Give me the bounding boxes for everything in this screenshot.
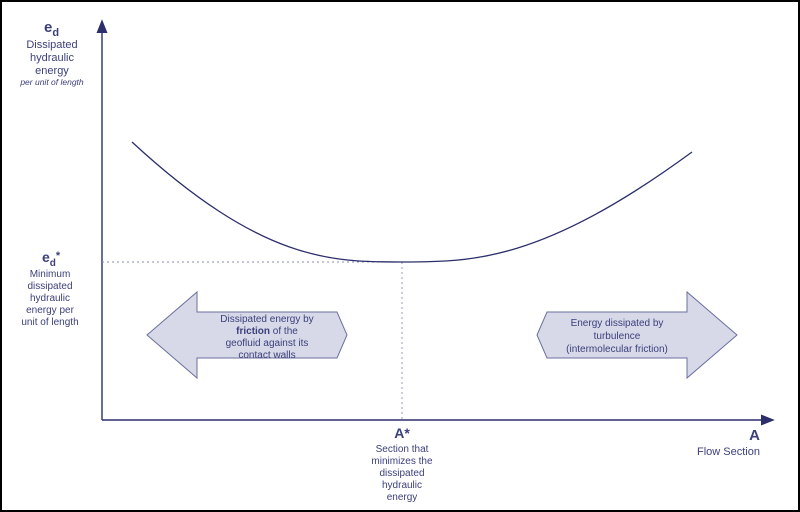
left-arrow-line2: friction of the: [236, 326, 298, 337]
y-symbol: ed: [44, 19, 59, 39]
y-axis-label-group: ed Dissipated hydraulic energy per unit …: [19, 19, 84, 87]
x-star-l4: hydraulic: [382, 480, 422, 491]
y-star-l3: hydraulic: [30, 293, 70, 304]
diagram-frame: Dissipated energy by friction of the geo…: [0, 0, 800, 512]
y-star-e: e: [42, 249, 50, 265]
x-axis-label-group: A Flow Section: [697, 427, 760, 458]
y-label-1: Dissipated: [26, 39, 77, 51]
x-symbol: A: [749, 427, 760, 444]
y-star-l5: unit of length: [21, 317, 78, 328]
y-label-4: per unit of length: [19, 77, 84, 87]
diagram-svg: Dissipated energy by friction of the geo…: [2, 2, 798, 510]
y-label-2: hydraulic: [30, 52, 75, 64]
left-arrow-bold: friction: [236, 326, 270, 337]
left-arrow-line4: contact walls: [238, 350, 295, 361]
left-arrow-line2b: of the: [270, 326, 298, 337]
x-star-l5: energy: [387, 492, 418, 503]
y-symbol-sub: d: [52, 27, 59, 39]
left-arrow-group: Dissipated energy by friction of the geo…: [147, 292, 347, 378]
x-star-l1: Section that: [376, 444, 429, 455]
x-label: Flow Section: [697, 446, 760, 458]
y-label-3: energy: [35, 65, 69, 77]
x-star-l2: minimizes the: [371, 456, 433, 467]
x-star-symbol: A*: [394, 425, 410, 441]
y-star-l2: dissipated: [27, 281, 72, 292]
x-star-label-group: A* Section that minimizes the dissipated…: [371, 425, 433, 503]
y-star-l1: Minimum: [30, 269, 71, 280]
right-arrow-line3: (intermolecular friction): [566, 344, 668, 355]
y-star-label-group: ed* Minimum dissipated hydraulic energy …: [21, 249, 78, 328]
y-star-l4: energy per: [26, 305, 74, 316]
y-star-sup: *: [56, 250, 61, 262]
right-arrow-line2: turbulence: [594, 331, 641, 342]
left-arrow-line1: Dissipated energy by: [220, 314, 313, 325]
y-star-symbol: ed*: [42, 249, 61, 269]
energy-curve: [132, 142, 692, 262]
left-arrow-line3: geofluid against its: [226, 338, 309, 349]
y-symbol-e: e: [44, 19, 52, 36]
right-arrow-line1: Energy dissipated by: [571, 318, 664, 329]
right-arrow-group: Energy dissipated by turbulence (intermo…: [537, 292, 737, 378]
x-star-l3: dissipated: [379, 468, 424, 479]
